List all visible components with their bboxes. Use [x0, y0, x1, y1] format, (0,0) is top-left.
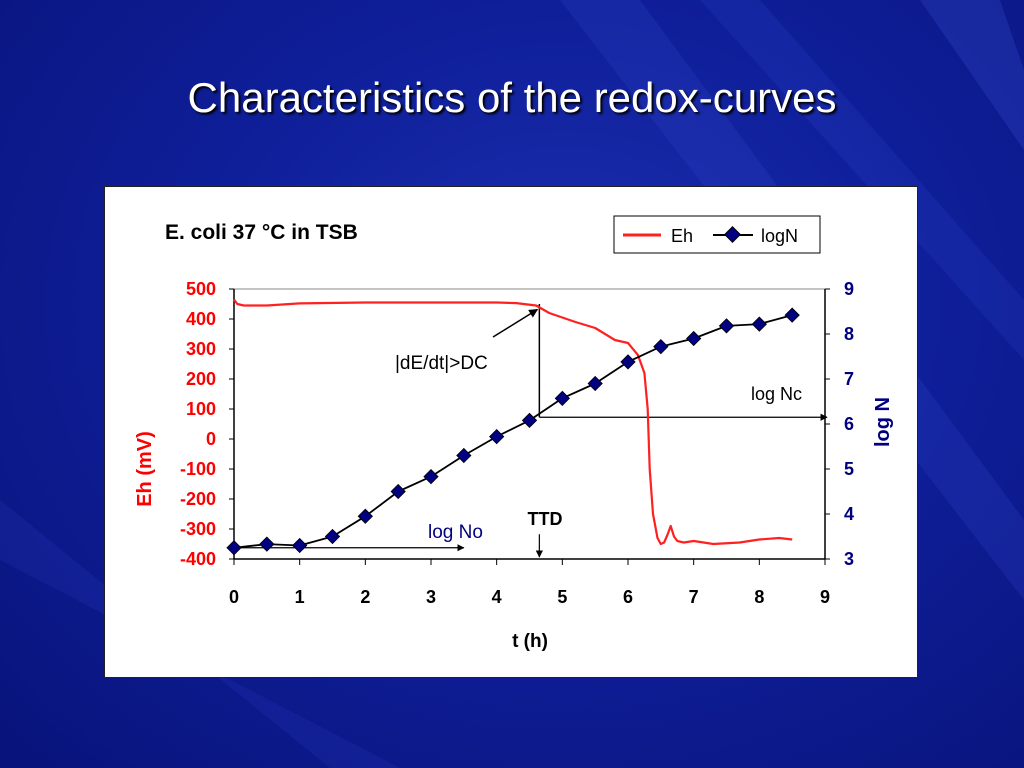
legend-logn-marker: [724, 226, 741, 243]
y-left-tick-label: 100: [186, 399, 216, 419]
annotation-ttd: TTD: [528, 509, 563, 529]
y-right-tick-label: 9: [844, 279, 854, 299]
x-tick-label: 9: [820, 587, 830, 607]
logn-point: [587, 375, 603, 392]
logn-series-line: [233, 314, 793, 549]
annotation-log-nc: log Nc: [751, 384, 802, 404]
x-axis-title: t (h): [512, 631, 548, 652]
y-left-axis-title: Eh (mV): [134, 431, 156, 507]
slide-title: Characteristics of the redox-curves: [187, 74, 837, 121]
x-tick-label: 6: [623, 587, 633, 607]
x-tick-label: 0: [229, 587, 239, 607]
x-tick-label: 5: [557, 587, 567, 607]
legend: Eh logN: [613, 215, 821, 254]
logn-point: [489, 428, 505, 445]
y-left-tick-label: -400: [180, 549, 216, 569]
legend-eh-label: Eh: [671, 226, 693, 246]
y-right-tick-label: 5: [844, 459, 854, 479]
y-left-tick-label: 400: [186, 309, 216, 329]
x-tick-label: 4: [492, 587, 502, 607]
x-tick-label: 3: [426, 587, 436, 607]
logn-point: [521, 412, 538, 429]
logn-point: [226, 540, 242, 556]
logn-point: [653, 338, 669, 355]
logn-point: [751, 316, 767, 332]
logn-point: [423, 469, 439, 485]
derivative-arrow: [492, 308, 539, 338]
annotation-derivative: |dE/dt|>DC: [395, 353, 488, 374]
x-tick-label: 2: [360, 587, 370, 607]
y-left-tick-label: -300: [180, 519, 216, 539]
y-left-tick-label: 300: [186, 339, 216, 359]
logn-point: [686, 330, 702, 347]
y-right-tick-label: 7: [844, 369, 854, 389]
logn-point: [620, 354, 636, 370]
y-left-tick-label: -100: [180, 459, 216, 479]
annotation-log-no: log No: [428, 522, 483, 543]
logn-point: [390, 483, 406, 500]
logn-point: [784, 307, 800, 323]
logn-point: [456, 447, 472, 464]
logn-point: [292, 537, 308, 554]
logn-point: [718, 318, 735, 334]
y-right-axis-title: log N: [872, 397, 894, 447]
logn-point: [259, 536, 275, 552]
chart-title: E. coli 37 °C in TSB: [165, 221, 358, 244]
y-left-tick-label: -200: [180, 489, 216, 509]
x-tick-label: 7: [689, 587, 699, 607]
legend-logn-label: logN: [761, 226, 798, 246]
y-right-tick-label: 6: [844, 414, 854, 434]
chart-panel: E. coli 37 °C in TSB Eh logN Eh (mV) log…: [104, 186, 918, 678]
logn-point: [357, 508, 373, 524]
y-left-tick-label: 200: [186, 369, 216, 389]
y-left-tick-label: 0: [206, 429, 216, 449]
redox-chart: E. coli 37 °C in TSB Eh logN Eh (mV) log…: [134, 215, 894, 652]
logn-point: [324, 528, 341, 545]
y-right-tick-label: 3: [844, 549, 854, 569]
logn-point: [554, 390, 570, 406]
y-right-tick-label: 4: [844, 504, 854, 524]
eh-series-line: [233, 298, 793, 546]
x-tick-label: 1: [295, 587, 305, 607]
y-right-tick-label: 8: [844, 324, 854, 344]
y-left-tick-label: 500: [186, 279, 216, 299]
x-tick-label: 8: [754, 587, 764, 607]
